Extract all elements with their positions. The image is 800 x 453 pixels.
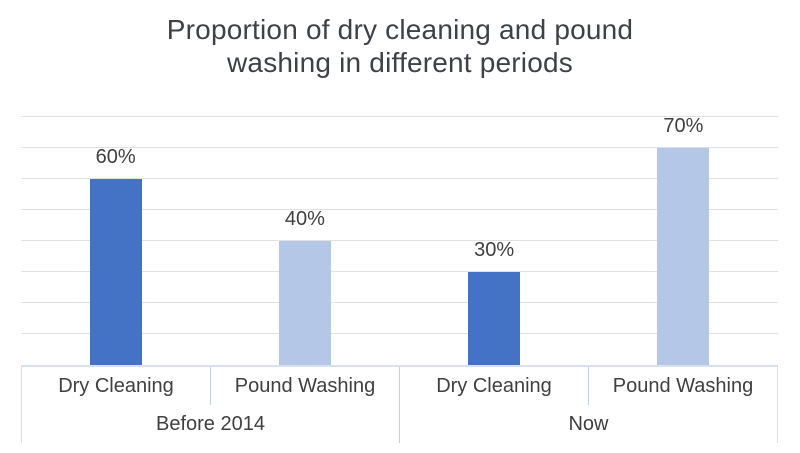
category-label: Dry Cleaning (22, 367, 211, 405)
category-label-row: Dry Cleaning Pound Washing (22, 367, 399, 405)
bar-value-label: 40% (284, 208, 325, 230)
bar-value-label: 60% (95, 146, 136, 168)
category-axis: Dry Cleaning Pound Washing Before 2014 Dry … (21, 365, 778, 443)
gridline-40 (21, 240, 778, 241)
gridline-50 (21, 209, 778, 210)
category-label: Pound Washing (612, 374, 754, 397)
chart-title-line2: washing in different periods (227, 47, 573, 78)
axis-group: Dry Cleaning Pound Washing Now (400, 367, 777, 443)
bar-cell: 40% (210, 117, 399, 365)
bar-cell: 60% (21, 117, 210, 365)
category-label: Pound Washing (234, 374, 376, 397)
bar-dry-cleaning (468, 272, 521, 365)
gridline-80 (21, 116, 778, 117)
bar-pound-washing (657, 148, 710, 365)
group-label: Before 2014 (156, 412, 265, 435)
gridline-60 (21, 178, 778, 179)
plot-area: 60% 40% 30% 70% (21, 115, 778, 365)
category-label-row: Dry Cleaning Pound Washing (400, 367, 777, 405)
gridline-20 (21, 302, 778, 303)
gridline-70 (21, 147, 778, 148)
bar-pound-washing (278, 241, 331, 365)
bars-layer: 60% 40% 30% 70% (21, 115, 778, 365)
bar-value-label: 30% (474, 239, 515, 261)
bar-dry-cleaning (89, 179, 142, 365)
category-label: Dry Cleaning (400, 367, 589, 405)
axis-group: Dry Cleaning Pound Washing Before 2014 (22, 367, 400, 443)
bar-value-label: 70% (663, 115, 704, 137)
chart-title-line1: Proportion of dry cleaning and pound (166, 14, 634, 45)
chart-title: Proportion of dry cleaning and pound was… (0, 13, 800, 79)
group-label: Now (568, 412, 609, 435)
gridline-10 (21, 333, 778, 334)
bar-cell: 70% (589, 115, 778, 365)
bar-cell: 30% (400, 117, 589, 365)
gridline-30 (21, 271, 778, 272)
